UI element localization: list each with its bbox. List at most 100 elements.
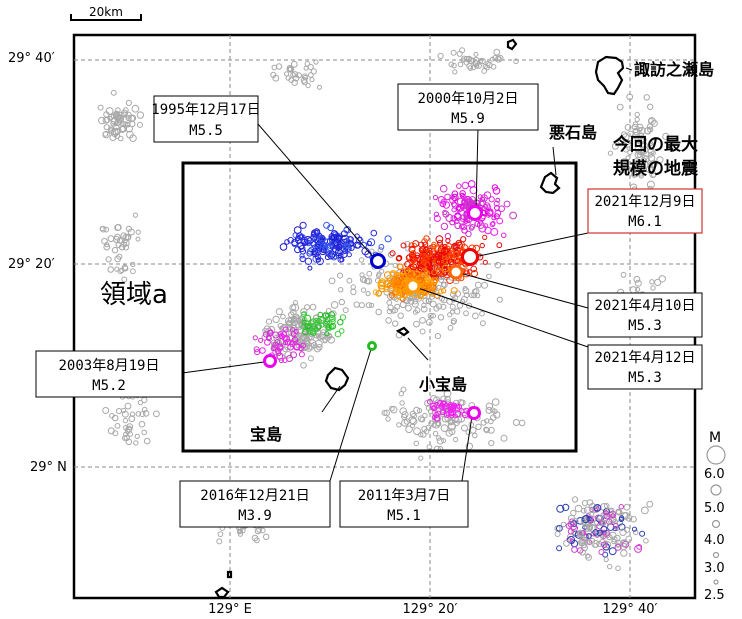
quake-marker — [503, 200, 511, 208]
quake-marker — [121, 407, 127, 414]
quake-marker — [500, 434, 508, 442]
callout-1995-mag: M5.5 — [189, 123, 223, 139]
quake-marker — [624, 123, 632, 131]
quake-marker — [461, 227, 468, 234]
quake-marker — [614, 543, 622, 551]
quake-marker — [459, 190, 466, 197]
quake-marker — [636, 123, 644, 132]
quake-marker — [450, 287, 458, 295]
quake-marker — [440, 222, 449, 231]
quake-marker — [631, 526, 638, 532]
quake-marker — [365, 291, 371, 297]
quake-marker — [378, 278, 386, 286]
scale-bar: 20km — [70, 5, 142, 21]
quake-marker — [493, 213, 500, 220]
quake-marker — [305, 82, 311, 89]
quake-marker — [446, 276, 454, 285]
quake-marker — [425, 275, 432, 282]
quake-marker — [624, 140, 632, 148]
quake-marker — [252, 335, 258, 341]
quake-marker — [397, 272, 403, 279]
quake-marker — [440, 303, 447, 310]
major-event-marker — [461, 248, 479, 266]
quake-marker — [597, 515, 603, 522]
quake-marker — [272, 315, 280, 324]
lat-label-29-40: 29° 40′ — [8, 51, 55, 66]
quake-marker — [627, 149, 633, 156]
quake-marker — [481, 68, 488, 74]
quake-marker — [394, 303, 401, 310]
quake-marker — [450, 49, 457, 56]
quake-marker — [465, 56, 472, 63]
quake-marker — [299, 221, 307, 229]
quake-marker — [304, 323, 311, 330]
quake-marker — [287, 317, 294, 324]
quake-marker — [297, 241, 305, 250]
quake-marker — [134, 433, 140, 439]
quake-marker — [632, 121, 639, 127]
quake-marker — [259, 347, 266, 354]
quake-marker — [622, 168, 628, 174]
quake-marker — [276, 352, 284, 360]
quake-marker — [125, 130, 134, 139]
quake-marker — [571, 496, 579, 503]
quake-marker — [631, 123, 639, 131]
quake-marker — [265, 318, 273, 325]
quake-marker — [274, 339, 281, 345]
quake-marker — [135, 229, 141, 235]
quake-marker — [492, 408, 498, 415]
largest-event-callout: 今回の最大 規模の地震 — [613, 134, 704, 179]
quake-marker — [105, 107, 114, 115]
quake-marker — [287, 65, 295, 73]
major-event-marker — [467, 406, 481, 420]
quake-marker — [338, 298, 345, 306]
leader-lines — [181, 67, 633, 482]
quake-marker — [418, 455, 424, 461]
quake-marker — [409, 250, 416, 257]
quake-marker — [253, 537, 260, 544]
quake-marker — [420, 268, 429, 277]
quake-marker — [319, 322, 325, 328]
quake-marker — [428, 408, 434, 415]
quake-marker — [574, 504, 583, 513]
quake-marker — [447, 312, 453, 318]
quake-marker — [603, 556, 609, 563]
quake-marker — [477, 194, 483, 200]
quake-marker — [328, 311, 336, 318]
quake-marker — [385, 317, 392, 324]
quake-marker — [576, 529, 585, 538]
quake-marker — [425, 298, 432, 305]
quake-marker — [618, 516, 625, 522]
quake-marker — [315, 257, 321, 263]
quake-marker — [598, 549, 605, 555]
quake-marker — [485, 406, 493, 414]
quake-marker — [436, 435, 442, 441]
quake-marker — [309, 318, 316, 325]
quake-marker — [430, 312, 437, 319]
quake-marker — [413, 427, 421, 436]
quake-marker — [319, 333, 325, 340]
quake-marker — [403, 418, 411, 425]
quake-marker — [434, 251, 443, 260]
quake-marker — [299, 255, 306, 263]
quake-marker — [124, 428, 131, 435]
quake-marker — [387, 276, 395, 283]
quake-marker — [122, 265, 129, 272]
quake-marker — [324, 331, 330, 337]
quake-marker — [567, 528, 575, 535]
quake-marker — [447, 403, 454, 410]
callout-2021-4-10-mag: M5.3 — [628, 318, 662, 334]
quake-marker — [433, 211, 440, 218]
quake-marker — [649, 279, 655, 285]
quake-marker — [289, 304, 297, 312]
quake-marker — [450, 317, 457, 325]
quake-marker — [122, 417, 129, 424]
quake-marker — [408, 245, 416, 253]
quake-marker — [102, 130, 110, 139]
takara-island-shape — [324, 366, 350, 392]
quake-marker — [291, 240, 298, 248]
quake-marker — [419, 317, 426, 324]
quake-marker — [632, 529, 639, 536]
quake-marker — [310, 68, 317, 75]
quake-marker — [452, 413, 458, 419]
